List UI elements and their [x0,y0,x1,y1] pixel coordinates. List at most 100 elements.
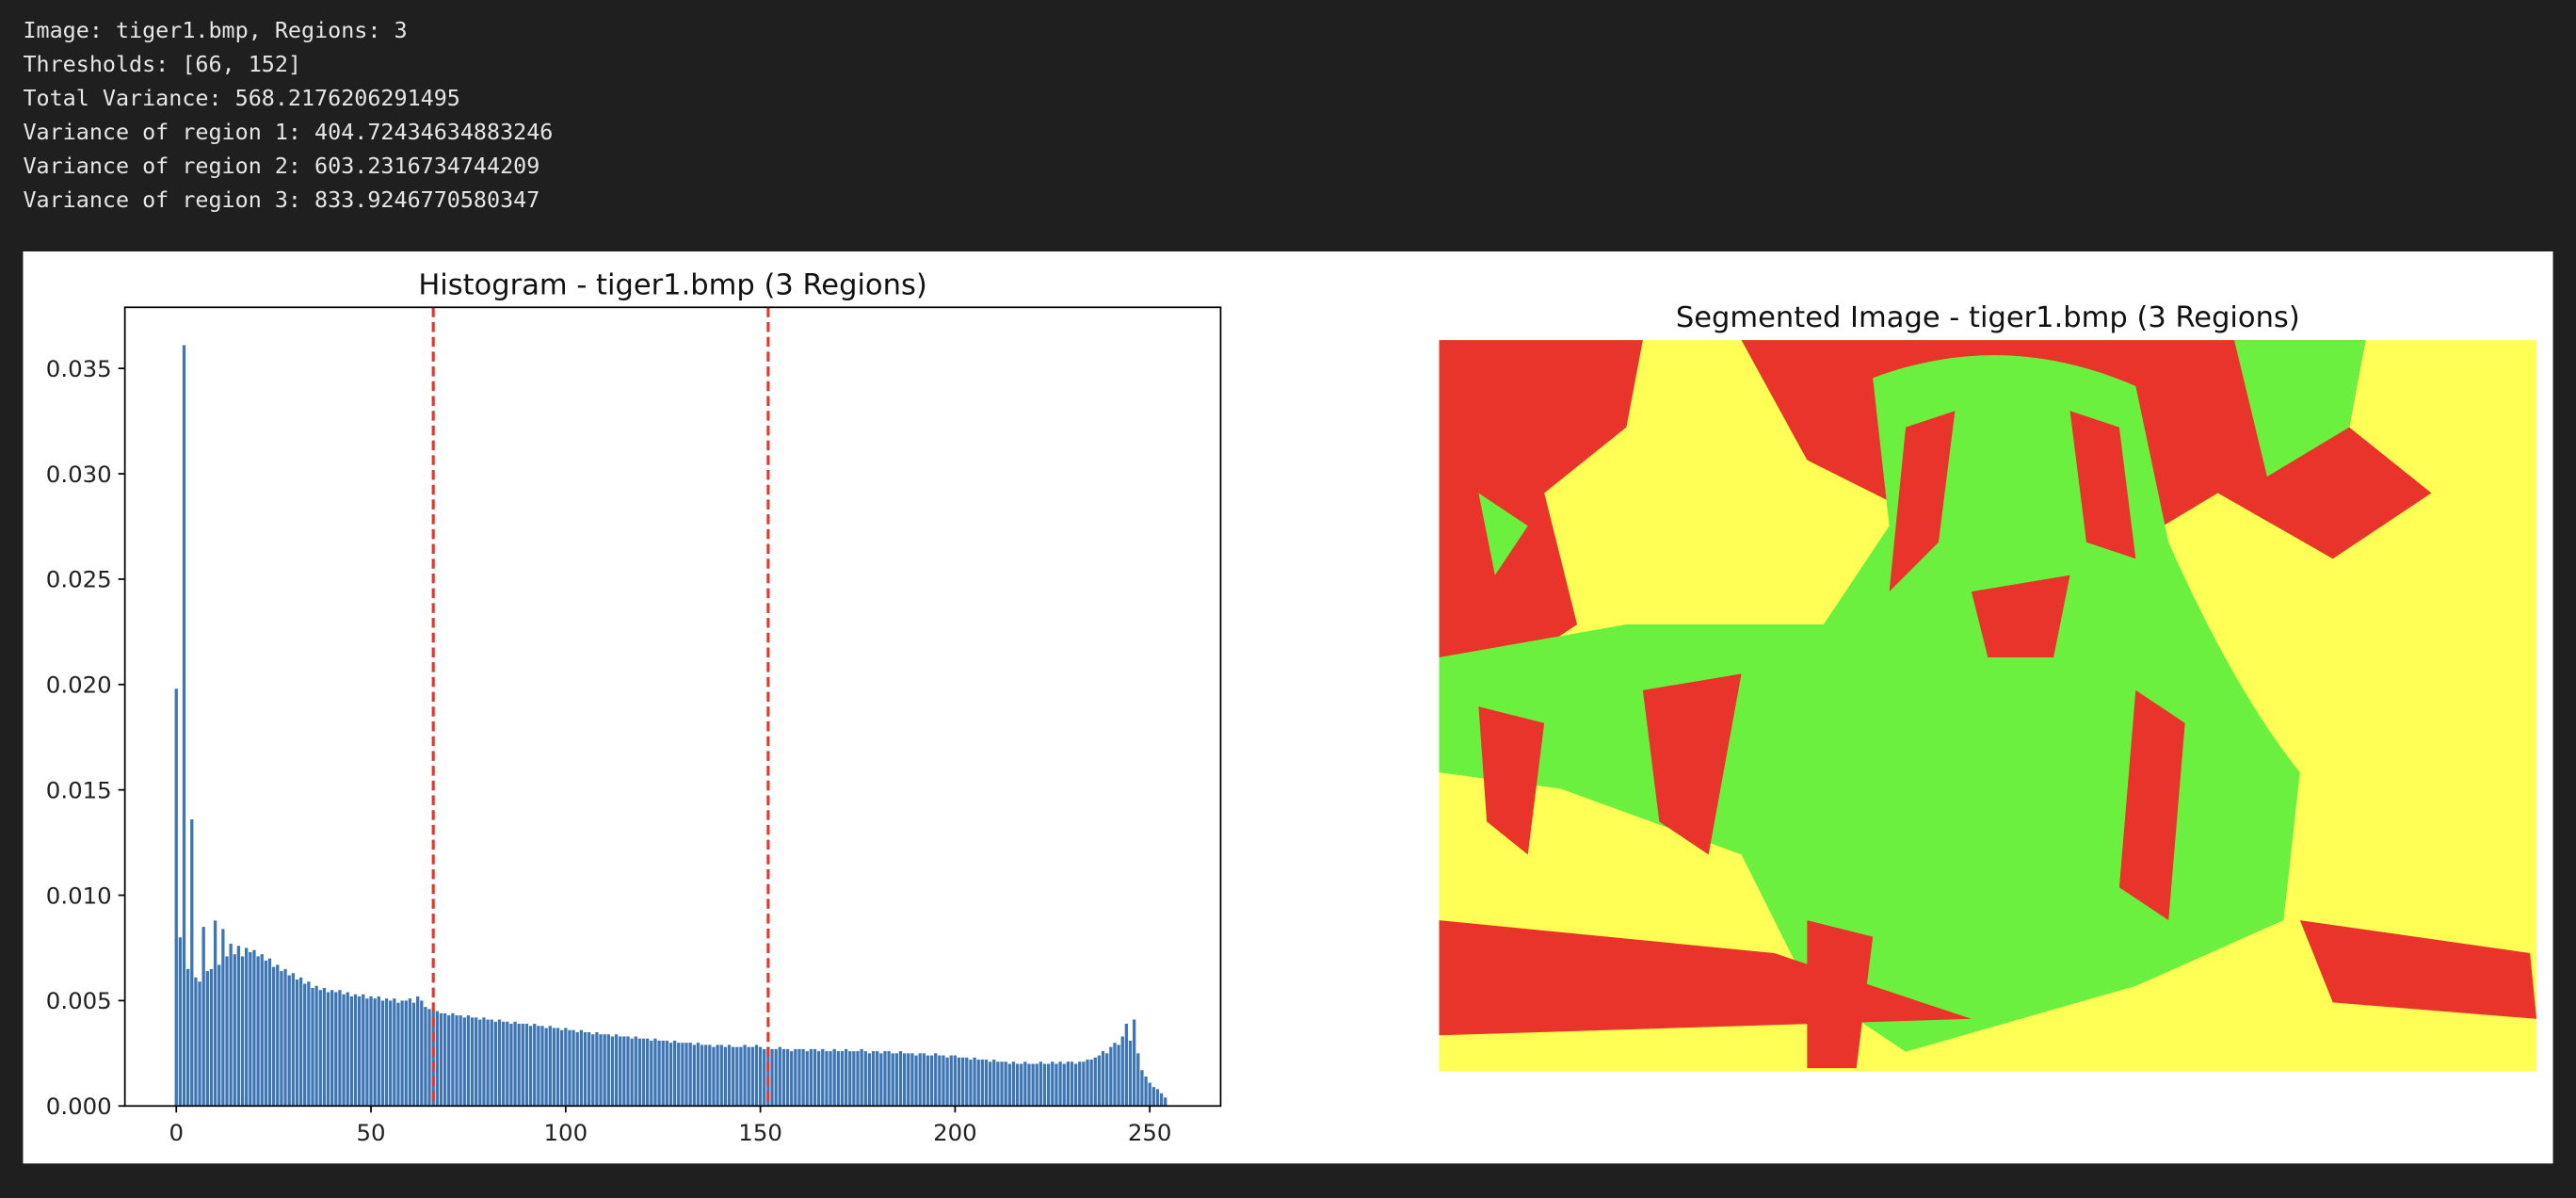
bar [439,1012,443,1107]
bar [1011,1061,1016,1107]
bar [1128,1040,1133,1107]
bar [716,1044,719,1107]
bar [630,1038,634,1107]
bar [758,1046,763,1107]
y-tick-label: 0.025 [46,566,112,593]
console-line: Image: tiger1.bmp, Regions: 3 [23,17,407,43]
bar [996,1061,1000,1107]
bar [490,1019,493,1107]
bar [338,990,342,1107]
bar [564,1028,568,1107]
bar [373,998,377,1107]
axes-frame [123,306,1222,1108]
bar [794,1048,797,1107]
bar [583,1031,588,1107]
bar [871,1051,876,1107]
bar [743,1044,747,1107]
bar [416,996,420,1107]
bar [174,688,178,1107]
bar [825,1051,829,1107]
bar [657,1040,661,1107]
bar [521,1024,524,1107]
bar [1105,1053,1109,1107]
bar [544,1028,548,1107]
bar [513,1021,517,1107]
bar [509,1024,513,1107]
bar [506,1021,509,1107]
bar [353,994,358,1107]
region-red [1439,411,2537,1069]
bar [688,1043,692,1107]
bar [1047,1063,1051,1107]
bar [910,1053,914,1107]
bar [934,1053,938,1107]
region-green [1478,340,2366,575]
bar [435,1011,439,1107]
y-tick-label: 0.020 [46,672,112,699]
bar [470,1017,475,1107]
bar [572,1029,575,1107]
bar [797,1048,801,1107]
bar [813,1048,817,1107]
bar [949,1055,953,1107]
bar [696,1043,700,1107]
bar [357,996,362,1107]
bar [236,946,241,1107]
bar [303,983,307,1107]
bar [856,1051,860,1107]
bar [396,1002,400,1107]
bar [478,1019,482,1107]
bar [349,996,354,1107]
bar [634,1036,637,1107]
bar [501,1021,506,1107]
y-tick-label: 0.010 [46,882,112,909]
bar [384,998,389,1107]
bar [938,1055,942,1107]
bar [267,958,272,1107]
bar [1120,1036,1124,1107]
bar [1132,1019,1136,1107]
bar [832,1048,836,1107]
bar [637,1038,642,1107]
bar [178,937,183,1107]
bar [1051,1061,1055,1107]
bar [805,1051,809,1107]
bar [362,994,365,1107]
bar [537,1026,540,1107]
bar [891,1053,894,1107]
bar [552,1028,556,1107]
y-tick-label: 0.030 [46,461,112,488]
bar [291,973,295,1107]
bar [816,1051,821,1107]
bar [739,1046,743,1107]
bar [953,1055,958,1107]
bar [829,1051,832,1107]
bar [1004,1061,1007,1107]
bar [907,1053,910,1107]
bar [770,1048,774,1107]
bar [732,1046,735,1107]
bar [781,1048,786,1107]
bar [462,1017,466,1107]
bar [591,1034,595,1107]
bar [342,994,346,1107]
bar [475,1017,478,1107]
bar [684,1043,688,1107]
bar [190,818,194,1107]
bar [276,964,280,1107]
bar [653,1038,657,1107]
bar [579,1029,584,1107]
bar [1038,1061,1043,1107]
bar [256,956,260,1107]
image-title: Segmented Image - tiger1.bmp (3 Regions) [1676,301,2300,334]
x-tick-label: 150 [738,1119,782,1146]
bar [595,1031,599,1107]
bar [264,960,268,1107]
bar [661,1040,665,1107]
bar [380,1000,385,1107]
bar [1007,1063,1011,1107]
bar [922,1053,926,1107]
bar [205,971,209,1107]
bar [976,1060,980,1107]
bar [790,1051,794,1107]
